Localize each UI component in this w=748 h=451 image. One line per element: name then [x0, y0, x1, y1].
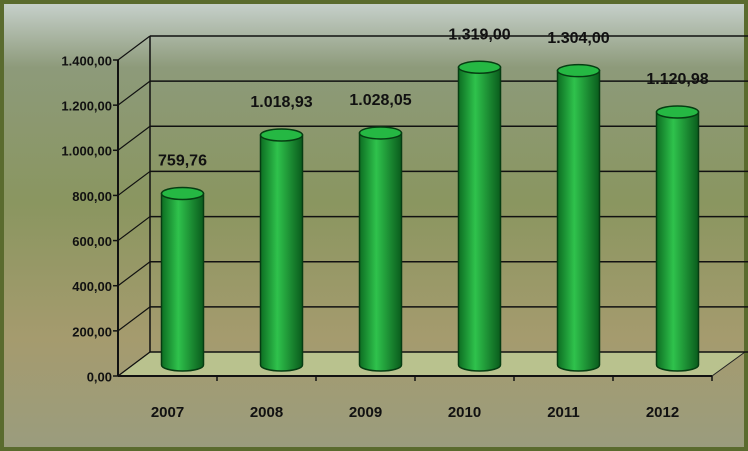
x-tick-label: 2009 — [349, 404, 382, 421]
y-tick-label: 200,00 — [72, 324, 112, 339]
x-tick-label: 2010 — [448, 404, 481, 421]
value-label: 1.028,05 — [349, 92, 411, 109]
value-label: 759,76 — [158, 153, 207, 170]
y-tick-label: 1.200,00 — [61, 99, 112, 114]
bar — [657, 112, 699, 371]
floor — [118, 352, 745, 376]
bar-top — [261, 129, 303, 141]
bar — [558, 71, 600, 371]
bar — [261, 135, 303, 371]
y-tick-label: 1.000,00 — [61, 144, 112, 159]
value-label: 1.304,00 — [547, 30, 609, 47]
x-tick-label: 2007 — [151, 404, 184, 421]
page: 0,00 200,00 400,00 600,00 800,00 1.000,00 1.20… — [0, 0, 748, 451]
value-label: 1.120,98 — [646, 71, 708, 88]
value-label: 1.018,93 — [250, 94, 312, 111]
x-tick-label: 2008 — [250, 404, 283, 421]
y-tick-label: 800,00 — [72, 189, 112, 204]
chart: 0,00 200,00 400,00 600,00 800,00 1.000,00 1.20… — [0, 0, 748, 451]
y-tick-label: 1.400,00 — [61, 53, 112, 68]
bar — [360, 133, 402, 371]
y-tick-label: 0,00 — [87, 369, 112, 384]
value-label: 1.319,00 — [448, 27, 510, 44]
bar — [162, 194, 204, 371]
bar-top — [558, 65, 600, 77]
y-tick-label: 400,00 — [72, 279, 112, 294]
bar-top — [459, 61, 501, 73]
x-tick-label: 2012 — [646, 404, 679, 421]
x-tick-label: 2011 — [547, 404, 580, 421]
bar-top — [657, 106, 699, 118]
y-tick-label: 600,00 — [72, 234, 112, 249]
bar — [459, 67, 501, 371]
bar-top — [162, 188, 204, 200]
bar-top — [360, 127, 402, 139]
